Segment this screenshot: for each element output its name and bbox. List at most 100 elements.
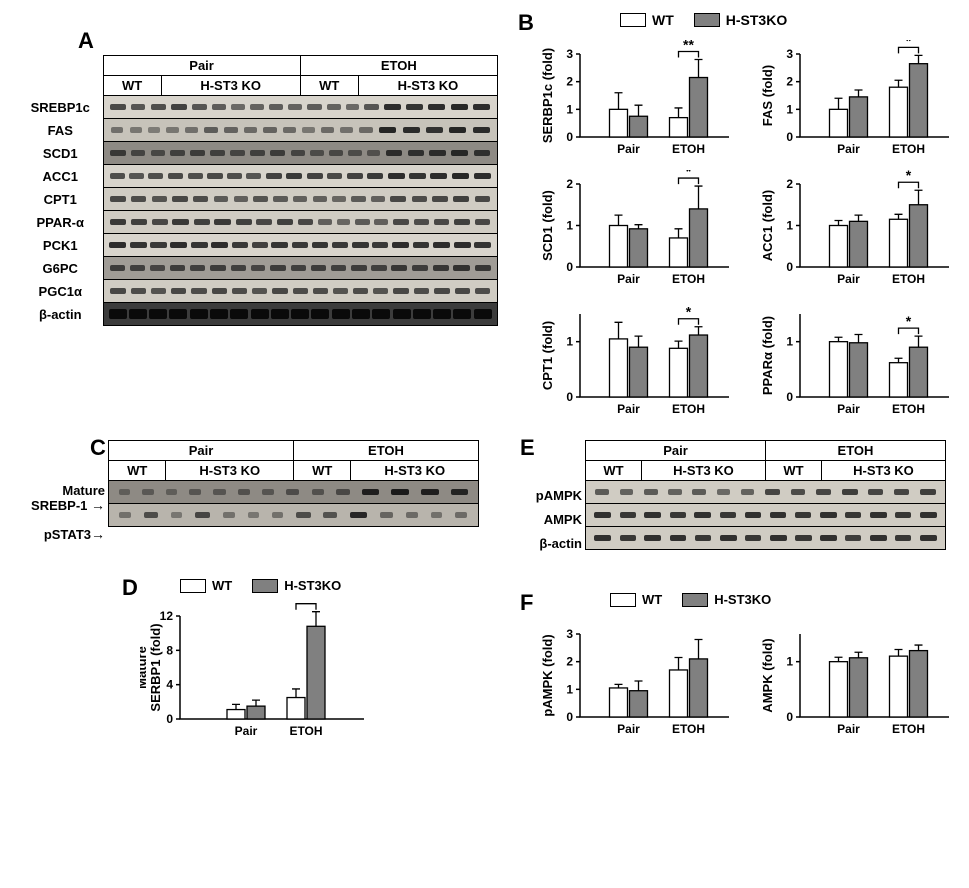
panel-a-band-row bbox=[103, 119, 498, 142]
bar-chart: 01PPARα (fold)PairETOH* bbox=[760, 300, 955, 425]
panel-a-band-row bbox=[103, 303, 498, 326]
panel-a-row-label: CPT1 bbox=[18, 188, 103, 211]
panel-b-label: B bbox=[518, 10, 534, 36]
panel-a-label: A bbox=[78, 28, 94, 54]
svg-text:CPT1 (fold): CPT1 (fold) bbox=[540, 321, 555, 390]
svg-text:8: 8 bbox=[166, 643, 173, 657]
svg-text:2: 2 bbox=[786, 75, 793, 89]
panel-a-band-row bbox=[103, 280, 498, 303]
panel-b-legend: WT H-ST3KO bbox=[620, 12, 787, 28]
panel-a-band-row bbox=[103, 165, 498, 188]
panel-b-chart: 01CPT1 (fold)PairETOH* bbox=[540, 300, 735, 425]
panel-b-chart: 012ACC1 (fold)PairETOH* bbox=[760, 170, 955, 295]
legend-ko-label: H-ST3KO bbox=[726, 12, 787, 28]
panel-a-band-row bbox=[103, 188, 498, 211]
panel-c-blot-table: Pair ETOH WT H-ST3 KO WT H-ST3 KO bbox=[108, 440, 479, 527]
panel-a-row-label: PGC1α bbox=[18, 280, 103, 303]
panel-a: Pair ETOH WT H-ST3 KO WT H-ST3 KO SREBP1… bbox=[18, 55, 498, 326]
svg-text:1: 1 bbox=[786, 655, 793, 669]
svg-text:3: 3 bbox=[566, 627, 573, 641]
panel-a-header-pair: Pair bbox=[103, 56, 300, 76]
svg-text:SERBP1c (fold): SERBP1c (fold) bbox=[540, 48, 555, 143]
svg-text:pAMPK (fold): pAMPK (fold) bbox=[540, 634, 555, 716]
svg-text:0: 0 bbox=[786, 260, 793, 274]
panel-d-legend: WT H-ST3KO bbox=[180, 578, 341, 593]
panel-c-label-pstat3: pSTAT3→ bbox=[20, 526, 105, 542]
panel-a-row-label: G6PC bbox=[18, 257, 103, 280]
panel-d-label: D bbox=[122, 575, 138, 601]
panel-b-chart: 01PPARα (fold)PairETOH* bbox=[760, 300, 955, 425]
bar-chart: 0123SERBP1c (fold)PairETOH** bbox=[540, 40, 735, 165]
panel-e: Pair ETOH WT H-ST3 KO WT H-ST3 KO bbox=[585, 440, 946, 550]
panel-e-label-pampk: pAMPK bbox=[510, 488, 582, 503]
svg-text:ETOH: ETOH bbox=[892, 272, 925, 286]
legend-ko-swatch bbox=[694, 13, 720, 27]
svg-text:Pair: Pair bbox=[617, 722, 640, 736]
svg-text:ETOH: ETOH bbox=[672, 272, 705, 286]
panel-e-header-ko1: H-ST3 KO bbox=[641, 461, 765, 481]
panel-f-legend: WT H-ST3KO bbox=[610, 592, 771, 607]
svg-text:Pair: Pair bbox=[235, 724, 258, 738]
panel-c-header-etoh: ETOH bbox=[294, 441, 479, 461]
legend-wt-swatch bbox=[620, 13, 646, 27]
panel-e-label-ampk: AMPK bbox=[510, 512, 582, 527]
panel-a-row-label: PPAR-α bbox=[18, 211, 103, 234]
figure-root: A Pair ETOH WT H-ST3 KO WT H-ST3 KO SREB… bbox=[10, 10, 959, 878]
svg-text:3: 3 bbox=[786, 47, 793, 61]
svg-text:Pair: Pair bbox=[837, 722, 860, 736]
panel-a-band-row bbox=[103, 257, 498, 280]
svg-text:1: 1 bbox=[566, 102, 573, 116]
svg-text:0: 0 bbox=[786, 130, 793, 144]
svg-text:PPARα (fold): PPARα (fold) bbox=[760, 316, 775, 395]
svg-text:Pair: Pair bbox=[617, 402, 640, 416]
svg-text:Pair: Pair bbox=[617, 142, 640, 156]
panel-e-label-bactin: β-actin bbox=[510, 536, 582, 551]
svg-text:12: 12 bbox=[160, 609, 174, 623]
svg-text:SCD1 (fold): SCD1 (fold) bbox=[540, 190, 555, 261]
bar-chart: 012ACC1 (fold)PairETOH* bbox=[760, 170, 955, 295]
panel-a-blot-table: Pair ETOH WT H-ST3 KO WT H-ST3 KO SREBP1… bbox=[18, 55, 498, 326]
svg-text:0: 0 bbox=[566, 710, 573, 724]
svg-text:AMPK (fold): AMPK (fold) bbox=[760, 638, 775, 712]
svg-text:Pair: Pair bbox=[837, 402, 860, 416]
svg-text:FAS (fold): FAS (fold) bbox=[760, 65, 775, 126]
bar-chart: 04812MatureSERBP1 (fold)PairETOH*** bbox=[140, 602, 370, 747]
panel-a-band-row bbox=[103, 211, 498, 234]
svg-text:1: 1 bbox=[786, 219, 793, 233]
panel-a-row-label: FAS bbox=[18, 119, 103, 142]
panel-c-header-wt1: WT bbox=[109, 461, 166, 481]
panel-a-header-wt2: WT bbox=[300, 76, 358, 96]
legend-wt-label: WT bbox=[652, 12, 674, 28]
svg-text:*: * bbox=[906, 313, 912, 329]
svg-text:Pair: Pair bbox=[837, 272, 860, 286]
bar-chart: 01CPT1 (fold)PairETOH* bbox=[540, 300, 735, 425]
panel-c-header-ko1: H-ST3 KO bbox=[166, 461, 294, 481]
panel-c-header-pair: Pair bbox=[109, 441, 294, 461]
panel-f-label: F bbox=[520, 590, 533, 616]
panel-a-row-label: β-actin bbox=[18, 303, 103, 326]
svg-text:***: *** bbox=[298, 602, 315, 605]
svg-text:0: 0 bbox=[566, 390, 573, 404]
panel-e-header-pair: Pair bbox=[586, 441, 766, 461]
legend-wt: WT bbox=[620, 12, 674, 28]
svg-text:0: 0 bbox=[786, 390, 793, 404]
bar-chart: 01AMPK (fold)PairETOH bbox=[760, 620, 955, 745]
svg-text:1: 1 bbox=[566, 219, 573, 233]
panel-e-header-wt1: WT bbox=[586, 461, 642, 481]
svg-text:ETOH: ETOH bbox=[892, 142, 925, 156]
svg-text:ETOH: ETOH bbox=[289, 724, 322, 738]
panel-a-band-row bbox=[103, 142, 498, 165]
svg-text:0: 0 bbox=[566, 260, 573, 274]
panel-a-band-row bbox=[103, 234, 498, 257]
bar-chart: 0123pAMPK (fold)PairETOH bbox=[540, 620, 735, 745]
panel-f-chart: 0123pAMPK (fold)PairETOH bbox=[540, 620, 735, 745]
svg-text:ETOH: ETOH bbox=[672, 722, 705, 736]
panel-c-header-wt2: WT bbox=[294, 461, 351, 481]
svg-text:4: 4 bbox=[166, 678, 173, 692]
panel-e-blot-table: Pair ETOH WT H-ST3 KO WT H-ST3 KO bbox=[585, 440, 946, 550]
svg-text:MatureSERBP1 (fold): MatureSERBP1 (fold) bbox=[140, 623, 163, 711]
panel-a-row-label: ACC1 bbox=[18, 165, 103, 188]
svg-text:1: 1 bbox=[786, 335, 793, 349]
panel-a-row-label: SCD1 bbox=[18, 142, 103, 165]
svg-text:Pair: Pair bbox=[837, 142, 860, 156]
